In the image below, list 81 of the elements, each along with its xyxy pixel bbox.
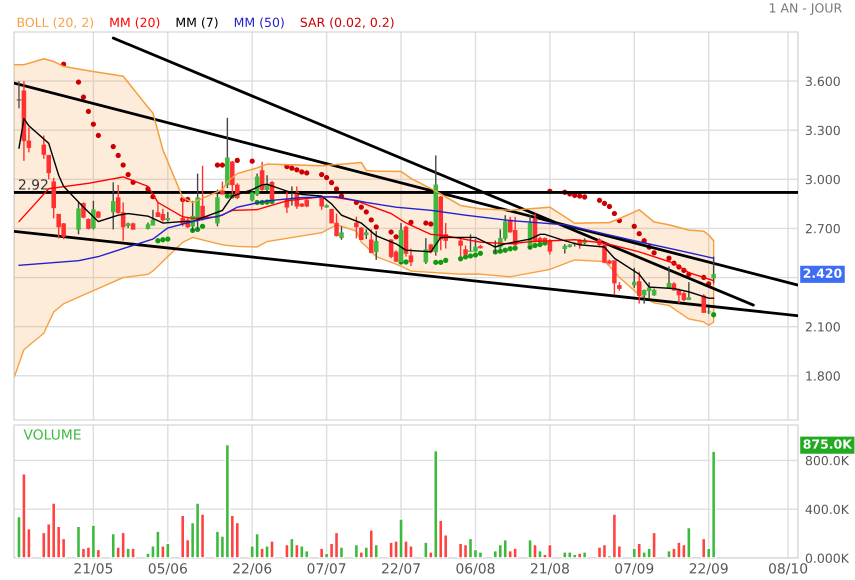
text: BOLL (20, 2) <box>18 17 94 29</box>
x-tick-label: 05/06 <box>148 563 187 575</box>
x-tick-label: 22/07 <box>382 563 420 575</box>
candlestick <box>339 226 344 240</box>
text: 1 AN - JOUR <box>770 3 842 15</box>
y-tick-label: 0.000K <box>806 553 850 563</box>
point <box>498 248 503 254</box>
candlestick <box>260 161 264 192</box>
point <box>468 253 474 259</box>
y-tick-label: 2.700 <box>806 224 840 234</box>
text: SAR (0.02, 0.2) <box>300 17 394 29</box>
y-tick-label: 3.000 <box>806 174 840 184</box>
line-series <box>14 58 714 242</box>
candlestick <box>166 211 170 222</box>
x-tick-label: 07/09 <box>615 563 654 575</box>
y-tick-label: 800.0K <box>806 456 850 466</box>
point <box>478 250 484 256</box>
ref-line-label: 2.92 <box>18 179 48 190</box>
candlestick <box>46 154 51 180</box>
candlestick <box>374 230 378 261</box>
x-tick-label: 21/08 <box>530 563 569 575</box>
candlestick <box>369 228 374 254</box>
y-tick-label: 1.800 <box>806 371 840 381</box>
x-tick-label: 21/05 <box>74 563 112 575</box>
candlestick <box>86 218 91 230</box>
x-tick-label: 22/06 <box>233 563 272 575</box>
candlestick <box>16 80 22 109</box>
point <box>502 248 508 253</box>
bar <box>354 544 360 558</box>
line-series <box>18 196 714 266</box>
text: MM (20) <box>110 17 160 29</box>
y-tick-label: 2.100 <box>806 322 840 332</box>
candlestick <box>319 197 324 210</box>
candlestick <box>354 216 359 240</box>
x-tick-label: 06/08 <box>456 563 495 575</box>
candlestick <box>42 134 46 160</box>
text: 2.420 <box>804 268 842 278</box>
candlestick <box>359 226 364 240</box>
candlestick <box>110 182 116 230</box>
point <box>532 242 538 248</box>
x-tick-label: 07/07 <box>308 563 346 575</box>
bar <box>666 550 672 558</box>
y-tick-label: 400.0K <box>806 504 850 514</box>
candlestick <box>364 228 369 240</box>
candlestick <box>632 267 637 289</box>
candlestick <box>666 266 672 290</box>
point <box>438 260 444 265</box>
chart-title: VOLUME <box>24 429 81 440</box>
candlestick <box>686 281 692 301</box>
x-tick-label: 08/10 <box>768 563 808 575</box>
y-tick-label: 3.300 <box>806 126 840 136</box>
bar <box>423 541 429 558</box>
point <box>462 254 468 260</box>
x-tick-label: 22/09 <box>690 563 728 575</box>
candlestick <box>424 237 428 265</box>
candlestick <box>76 202 81 236</box>
point <box>160 237 166 242</box>
y-tick-label: 3.600 <box>806 76 840 86</box>
point <box>403 259 409 265</box>
candlestick <box>701 294 706 314</box>
point <box>224 193 230 199</box>
point <box>443 258 448 263</box>
point <box>508 246 513 252</box>
line-series <box>18 176 714 282</box>
point <box>711 312 716 318</box>
text: MM (7) <box>176 17 218 29</box>
point <box>200 224 206 229</box>
point <box>433 260 438 265</box>
text: MM (50) <box>234 17 284 29</box>
point <box>165 236 170 242</box>
point <box>458 256 464 262</box>
candlestick <box>636 270 642 304</box>
point <box>512 246 518 251</box>
point <box>537 242 543 248</box>
point <box>155 238 160 244</box>
candlestick <box>408 248 414 267</box>
point <box>472 252 478 258</box>
text: 875.0K <box>803 439 852 449</box>
candlestick <box>91 200 96 230</box>
candlestick <box>711 256 716 284</box>
candlestick <box>200 165 205 222</box>
